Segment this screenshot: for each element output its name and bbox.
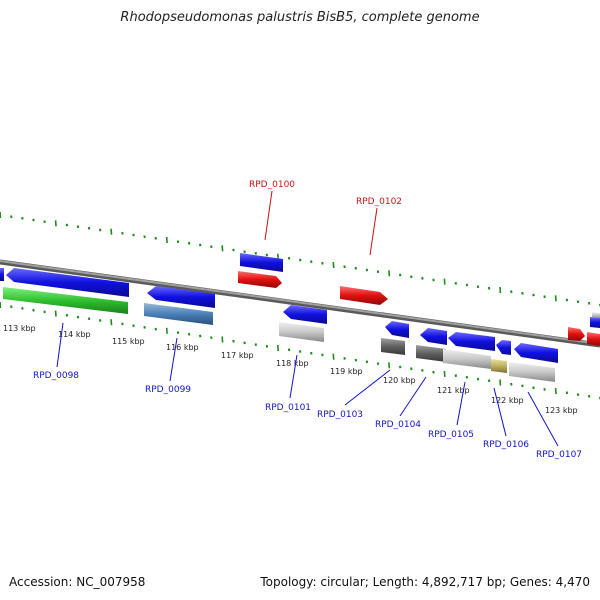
gene-label-rpd-0099[interactable]: RPD_0099 — [145, 385, 191, 395]
gene-rpd-0102-arrow[interactable] — [340, 286, 388, 305]
gene-blue-edge[interactable] — [590, 317, 600, 328]
gene-rpd-0098-green[interactable] — [3, 287, 128, 314]
tick-label: 120 kbp — [383, 376, 416, 385]
gene-red-arrow-d[interactable] — [587, 332, 600, 346]
gene-label-rpd-0103[interactable]: RPD_0103 — [317, 410, 363, 420]
gene-rpd-0103-arrow[interactable] — [385, 321, 409, 338]
gene-rpd-0106-olive[interactable] — [491, 359, 507, 373]
gene-label-rpd-0098[interactable]: RPD_0098 — [33, 371, 79, 381]
gene-blue-left-stub[interactable] — [0, 268, 4, 281]
gene-rpd-0104-arrow[interactable] — [420, 328, 447, 345]
gene-label-rpd-0100[interactable]: RPD_0100 — [249, 180, 295, 190]
gene-label-leaders — [56, 190, 559, 447]
genome-backbone — [0, 259, 600, 348]
gene-rpd-0103-dark[interactable] — [381, 338, 405, 355]
gene-rpd-0105-light[interactable] — [443, 349, 491, 369]
gene-rpd-0099-arrow[interactable] — [147, 286, 215, 308]
topology-text: Topology: circular; Length: 4,892,717 bp… — [260, 575, 590, 589]
gene-rpd-0105-arrow[interactable] — [448, 332, 495, 351]
lower-strand-genes — [0, 268, 558, 382]
gene-label-rpd-0101[interactable]: RPD_0101 — [265, 403, 311, 413]
gene-rpd-0106-arrow[interactable] — [496, 340, 511, 355]
gene-red-arrow-a[interactable] — [238, 271, 282, 288]
gene-rpd-0107-arrow[interactable] — [514, 343, 558, 363]
gene-rpd-0101-light[interactable] — [279, 322, 324, 342]
tick-label: 123 kbp — [545, 406, 578, 415]
gene-rpd-0107-light[interactable] — [509, 362, 555, 382]
gene-label-rpd-0102[interactable]: RPD_0102 — [356, 197, 402, 207]
tick-label: 115 kbp — [112, 337, 145, 346]
map-title: Rhodopseudomonas palustris BisB5, comple… — [120, 10, 480, 25]
tick-label: 116 kbp — [166, 343, 199, 352]
gene-label-rpd-0105[interactable]: RPD_0105 — [428, 430, 474, 440]
gene-labels: RPD_0098 RPD_0099 RPD_0100 RPD_0101 RPD_… — [33, 180, 582, 460]
gene-red-arrow-c[interactable] — [568, 327, 585, 341]
tick-label: 121 kbp — [437, 386, 470, 395]
upper-strand-genes — [238, 253, 600, 346]
gene-rpd-0104-dark[interactable] — [416, 345, 446, 362]
tick-labels: 113 kbp 114 kbp 115 kbp 116 kbp 117 kbp … — [3, 324, 578, 415]
gene-light-edge[interactable] — [592, 312, 600, 318]
gene-rpd-0100-arrow[interactable] — [240, 253, 283, 272]
accession-text: Accession: NC_007958 — [9, 575, 146, 589]
tick-label: 113 kbp — [3, 324, 36, 333]
tick-label: 119 kbp — [330, 367, 363, 376]
inner-tick-track — [0, 301, 600, 400]
tick-label: 114 kbp — [58, 330, 91, 339]
tick-label: 122 kbp — [491, 396, 524, 405]
gene-label-rpd-0104[interactable]: RPD_0104 — [375, 420, 421, 430]
tick-label: 118 kbp — [276, 359, 309, 368]
gene-rpd-0098-arrow[interactable] — [6, 268, 129, 297]
outer-tick-track — [0, 211, 600, 307]
gene-label-rpd-0107[interactable]: RPD_0107 — [536, 450, 582, 460]
gene-rpd-0099-steel[interactable] — [144, 303, 213, 325]
tick-label: 117 kbp — [221, 351, 254, 360]
gene-rpd-0101-arrow[interactable] — [283, 305, 327, 324]
gene-label-rpd-0106[interactable]: RPD_0106 — [483, 440, 529, 450]
